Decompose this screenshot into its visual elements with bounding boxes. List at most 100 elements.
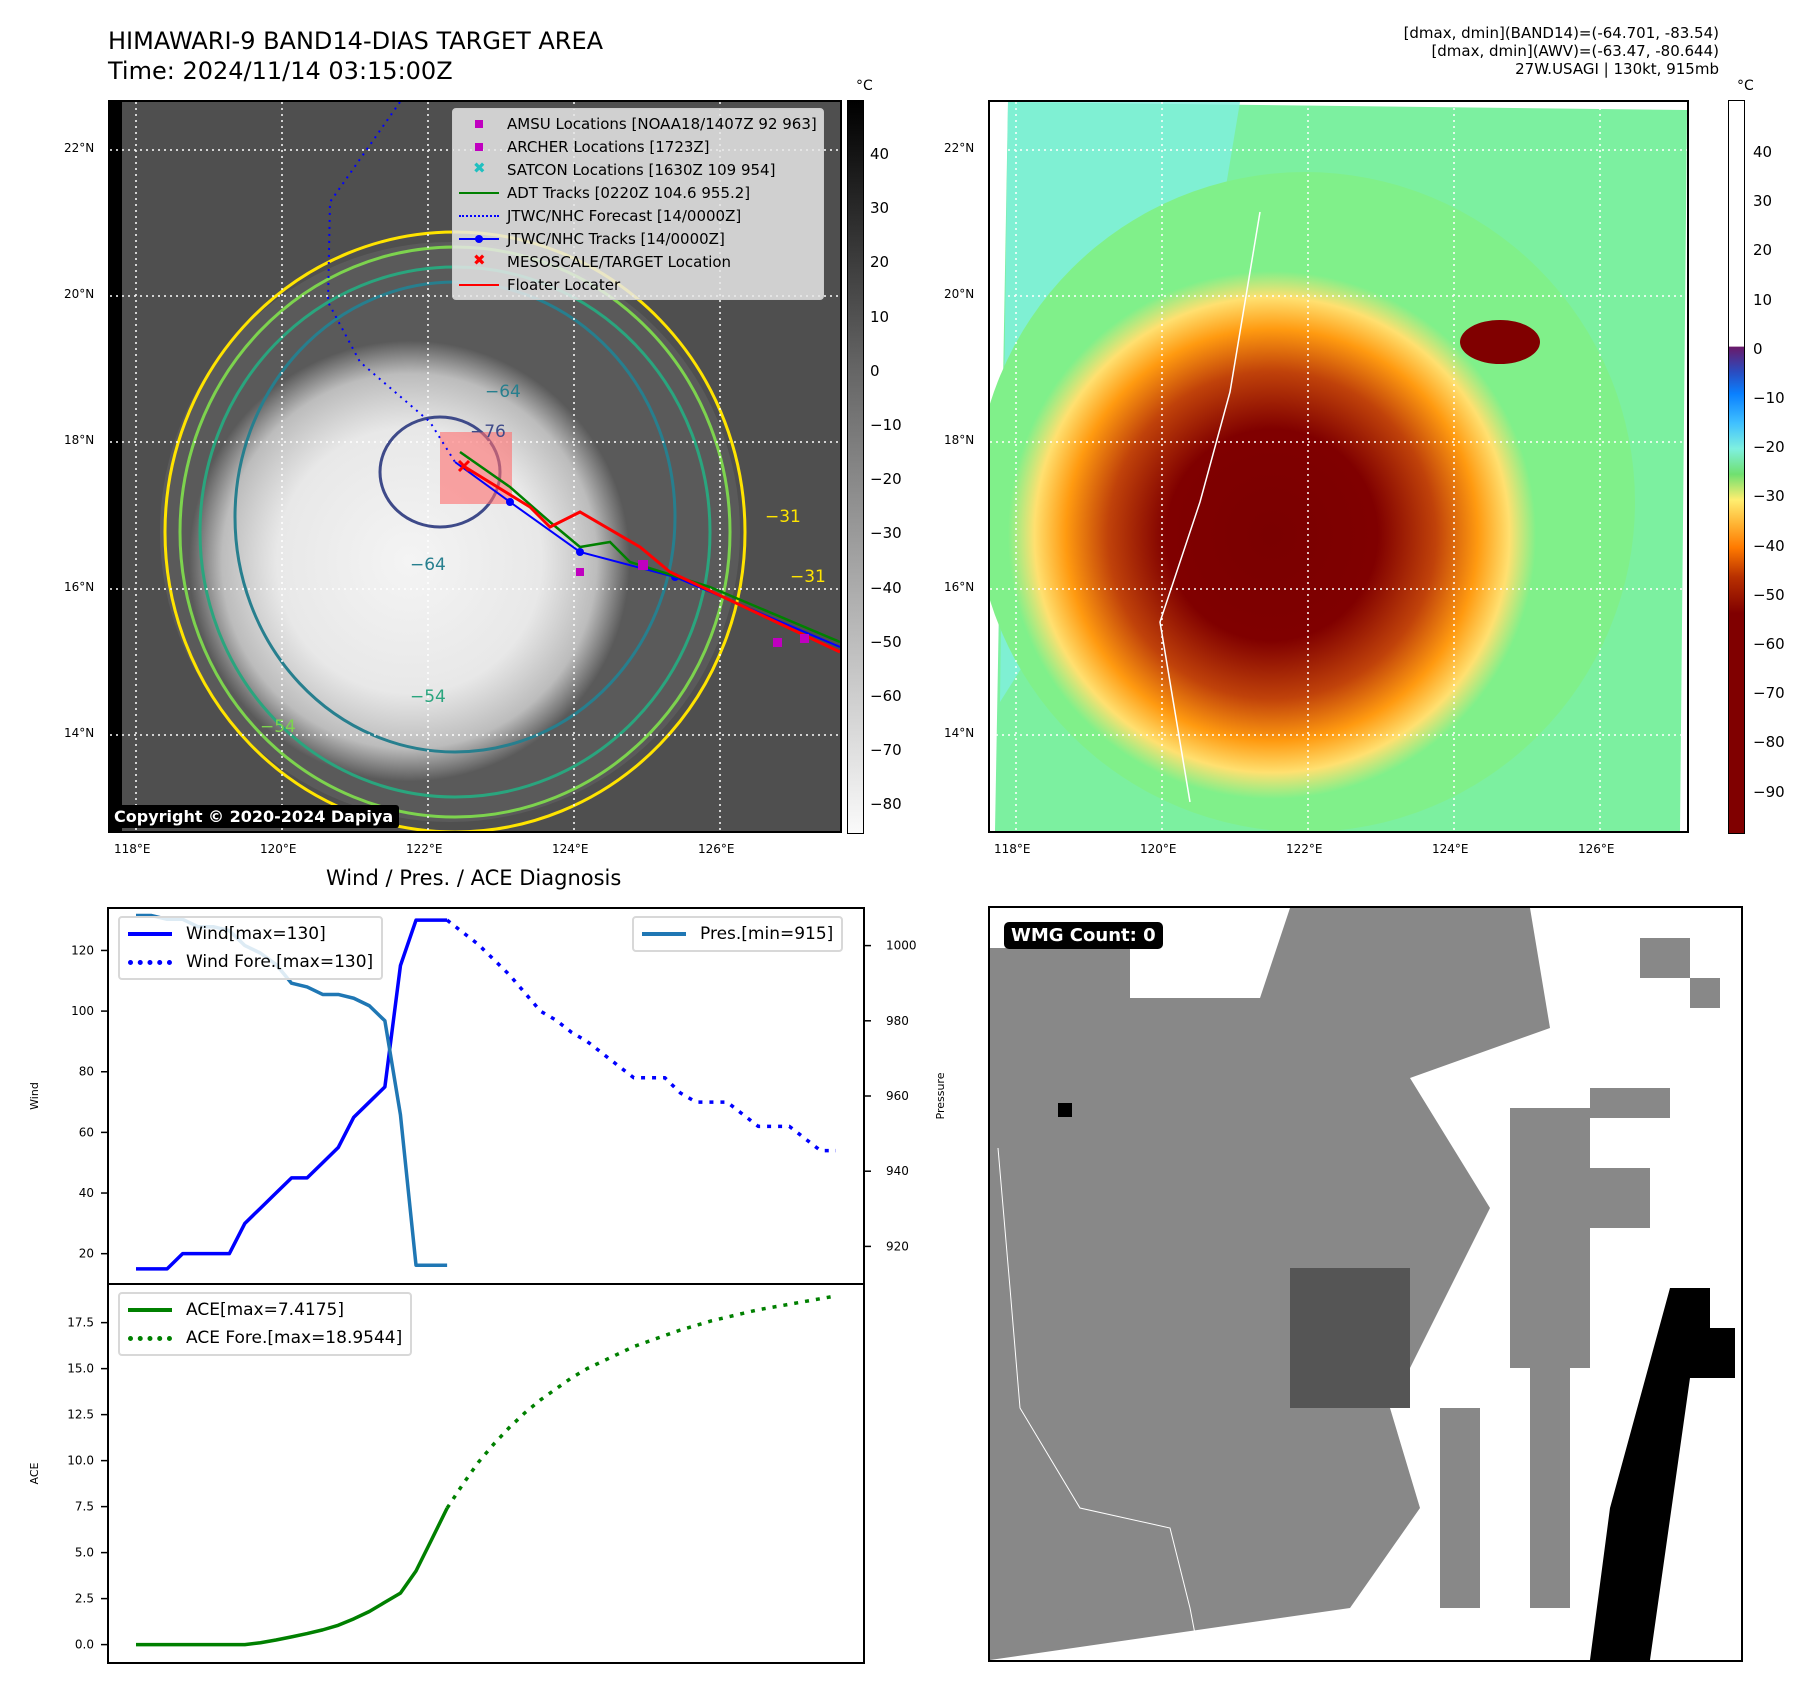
y-tick-label: 20 — [79, 1247, 94, 1261]
lat-label: 20°N — [64, 287, 95, 301]
y-tick-label: 100 — [71, 1004, 94, 1018]
wmg-dark-region — [1290, 1268, 1410, 1408]
title-line-1: HIMAWARI-9 BAND14-DIAS TARGET AREA — [108, 27, 604, 55]
y-tick-label: 120 — [71, 943, 94, 957]
colorbar-tick-label: −40 — [1753, 536, 1785, 555]
colorbar-tick-label: 0 — [1753, 339, 1763, 358]
colorbar-tick-label: −20 — [1753, 438, 1785, 457]
wmg-panel: WMG Count: 0 — [988, 906, 1743, 1662]
title-line-2: Time: 2024/11/14 03:15:00Z — [108, 57, 453, 85]
legend-wind-forecast: Wind Fore.[max=130] — [128, 948, 373, 976]
red-x-icon: ✖ — [473, 250, 486, 269]
ace-legend: ACE[max=7.4175] ACE Fore.[max=18.9544] — [118, 1292, 413, 1356]
y-right-tick-label: 940 — [886, 1164, 909, 1178]
map-legend: AMSU Locations [NOAA18/1407Z 92 963] ARC… — [452, 108, 824, 300]
lat-label: 14°N — [64, 726, 95, 740]
adt-track — [459, 450, 840, 644]
figure-title: HIMAWARI-9 BAND14-DIAS TARGET AREA Time:… — [108, 26, 603, 86]
stats-band14: [dmax, dmin](BAND14)=(-64.701, -83.54) — [1403, 24, 1719, 42]
green-line-icon — [459, 186, 499, 200]
series-ace-fore-line — [445, 1294, 837, 1510]
lat-label: 14°N — [944, 726, 975, 740]
colorbar-tick-label: 40 — [870, 145, 890, 163]
contour-label: −54 — [410, 687, 446, 707]
mesoscale-target-marker — [457, 459, 471, 473]
lat-label: 22°N — [944, 141, 975, 155]
y-tick-label: 5.0 — [75, 1546, 94, 1560]
colorbar-tick-label: −70 — [870, 741, 902, 760]
lat-label: 18°N — [944, 433, 975, 447]
colorbar-tick-label: −80 — [870, 795, 902, 814]
ir-map-panel: −64 −76 −64 −54 −54 −31 −31 AMSU Locatio… — [108, 100, 842, 833]
lon-label: 122°E — [1286, 842, 1323, 856]
archer-location-marker — [576, 568, 584, 576]
y-tick-label: 17.5 — [67, 1316, 94, 1330]
colorbar-tick-label: 30 — [870, 199, 890, 218]
target-area-box — [440, 432, 512, 504]
map-edge — [110, 102, 122, 831]
colorbar-tick-label: 40 — [1753, 143, 1773, 161]
copyright-badge: Copyright © 2020-2024 Dapiya — [108, 805, 400, 828]
solid-line-icon — [128, 1308, 172, 1312]
y-right-tick-label: 920 — [886, 1239, 909, 1253]
solid-line-icon — [642, 932, 686, 936]
lon-label: 124°E — [1432, 842, 1469, 856]
legend-pressure: Pres.[min=915] — [642, 920, 833, 948]
y-right-axis-label: Pressure — [934, 1072, 947, 1119]
series-ace-line — [136, 1507, 449, 1647]
lat-label: 16°N — [64, 580, 95, 594]
series-wind-line — [136, 918, 448, 1271]
lon-label: 126°E — [1578, 842, 1615, 856]
magenta-square-icon — [459, 140, 499, 154]
y-tick-label: 2.5 — [75, 1592, 94, 1606]
colorbar-tick-label: −70 — [1753, 684, 1785, 703]
lon-label: 118°E — [994, 842, 1031, 856]
magenta-square-icon — [459, 117, 499, 131]
floater-locater-track — [464, 465, 840, 654]
colorbar-tick-label: −10 — [870, 416, 902, 434]
plot-frame — [107, 1283, 865, 1664]
contour-label: −76 — [470, 422, 506, 442]
legend-ace: ACE[max=7.4175] — [128, 1296, 402, 1324]
colorbar-tick-label: −20 — [870, 470, 902, 489]
y-tick-label: 40 — [79, 1186, 94, 1200]
legend-wind: Wind[max=130] — [128, 920, 373, 948]
amsu-location-marker — [638, 560, 648, 570]
y-tick-label: 60 — [79, 1125, 94, 1139]
wmg-count-badge: WMG Count: 0 — [1004, 922, 1163, 949]
y-tick-label: 10.0 — [67, 1454, 94, 1468]
y-tick-label: 15.0 — [67, 1362, 94, 1376]
legend-item-target: ✖ MESOSCALE/TARGET Location — [459, 250, 817, 273]
colorbar-tick-label: 20 — [870, 253, 890, 272]
colorbar-tick-label: 30 — [1753, 192, 1773, 211]
colorbar-tick-label: 0 — [870, 361, 880, 380]
amsu-location-marker — [800, 634, 809, 643]
colorbar-tick-label: −40 — [870, 578, 902, 597]
wmg-black-region — [1590, 1288, 1735, 1660]
awv-map-image — [990, 102, 1687, 831]
contour-label: −64 — [485, 382, 521, 402]
legend-item-amsu: AMSU Locations [NOAA18/1407Z 92 963] — [459, 112, 817, 135]
colorbar-awv — [1728, 100, 1745, 834]
contour-label: −31 — [790, 567, 826, 587]
blue-line-dot-icon — [459, 232, 499, 246]
graticule — [990, 102, 1687, 831]
red-line-icon — [459, 278, 499, 292]
colorbar-tick-label: −60 — [870, 687, 902, 705]
amsu-location-marker — [773, 638, 782, 647]
legend-item-jtwc-forecast: JTWC/NHC Forecast [14/0000Z] — [459, 204, 817, 227]
coastline — [1159, 211, 1261, 803]
lon-label: 122°E — [406, 842, 443, 856]
y-axis-label: Wind — [28, 1082, 41, 1110]
colorbar-tick-label: 10 — [870, 307, 890, 326]
colorbar-tick-label: −80 — [1753, 733, 1785, 752]
solid-line-icon — [128, 932, 172, 936]
ace-chart: 0.0 2.5 5.0 7.5 10.0 12.5 15.0 17.5 ACE — [28, 1283, 865, 1664]
y-right-tick-label: 980 — [886, 1014, 909, 1028]
colorbar-tick-label: −90 — [1753, 782, 1785, 801]
lon-label: 120°E — [260, 842, 297, 856]
lon-label: 120°E — [1140, 842, 1177, 856]
legend-item-jtwc-tracks: JTWC/NHC Tracks [14/0000Z] — [459, 227, 817, 250]
colorbar-unit-left: °C — [856, 78, 873, 94]
wmg-mask-image — [990, 908, 1735, 1660]
